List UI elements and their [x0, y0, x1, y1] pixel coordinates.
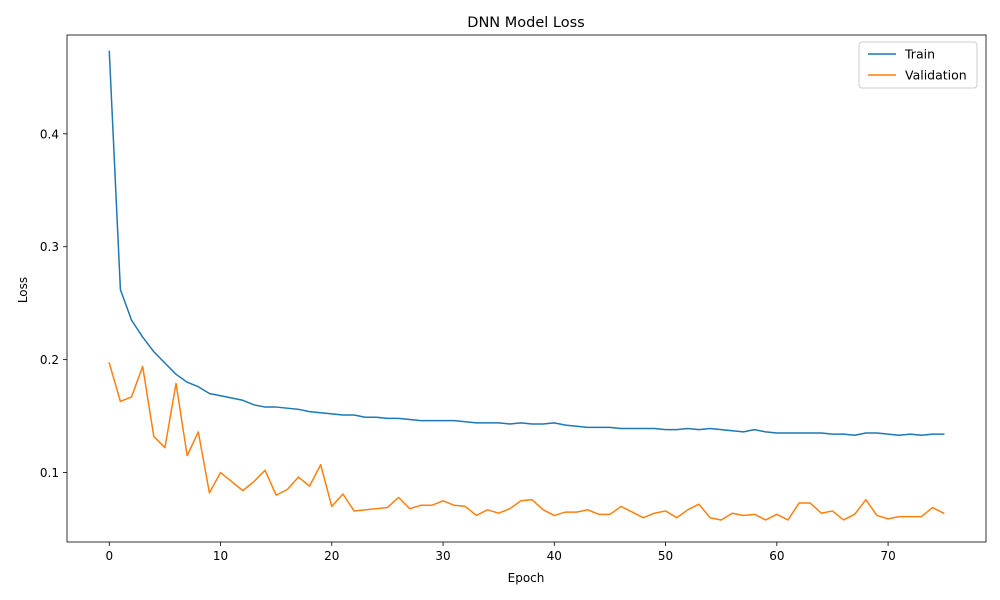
plot-area: [66, 34, 987, 543]
y-tick-label: 0.1: [40, 466, 59, 480]
chart-title: DNN Model Loss: [467, 15, 584, 31]
legend-label-validation: Validation: [905, 68, 967, 83]
x-tick-label: 70: [880, 549, 895, 563]
x-axis-ticks: 0 10 20 30 40 50 60 70: [105, 542, 896, 563]
series-line-train: [108, 50, 945, 437]
y-tick-label: 0.4: [40, 127, 59, 141]
y-tick-label: 0.3: [40, 240, 59, 254]
y-tick-label: 0.2: [40, 353, 59, 367]
series-line-validation: [108, 362, 945, 521]
x-tick-label: 60: [769, 549, 784, 563]
legend-label-train: Train: [904, 47, 935, 62]
x-axis-label: Epoch: [508, 571, 545, 585]
y-axis-label: Loss: [16, 277, 30, 303]
x-tick-label: 20: [324, 549, 339, 563]
x-tick-label: 50: [658, 549, 673, 563]
x-tick-label: 40: [547, 549, 562, 563]
x-tick-label: 10: [213, 549, 228, 563]
x-tick-label: 30: [435, 549, 450, 563]
x-tick-label: 0: [105, 549, 113, 563]
axes-frame: [66, 34, 987, 543]
y-axis-ticks: 0.1 0.2 0.3 0.4: [40, 127, 67, 480]
legend: Train Validation: [858, 41, 978, 89]
